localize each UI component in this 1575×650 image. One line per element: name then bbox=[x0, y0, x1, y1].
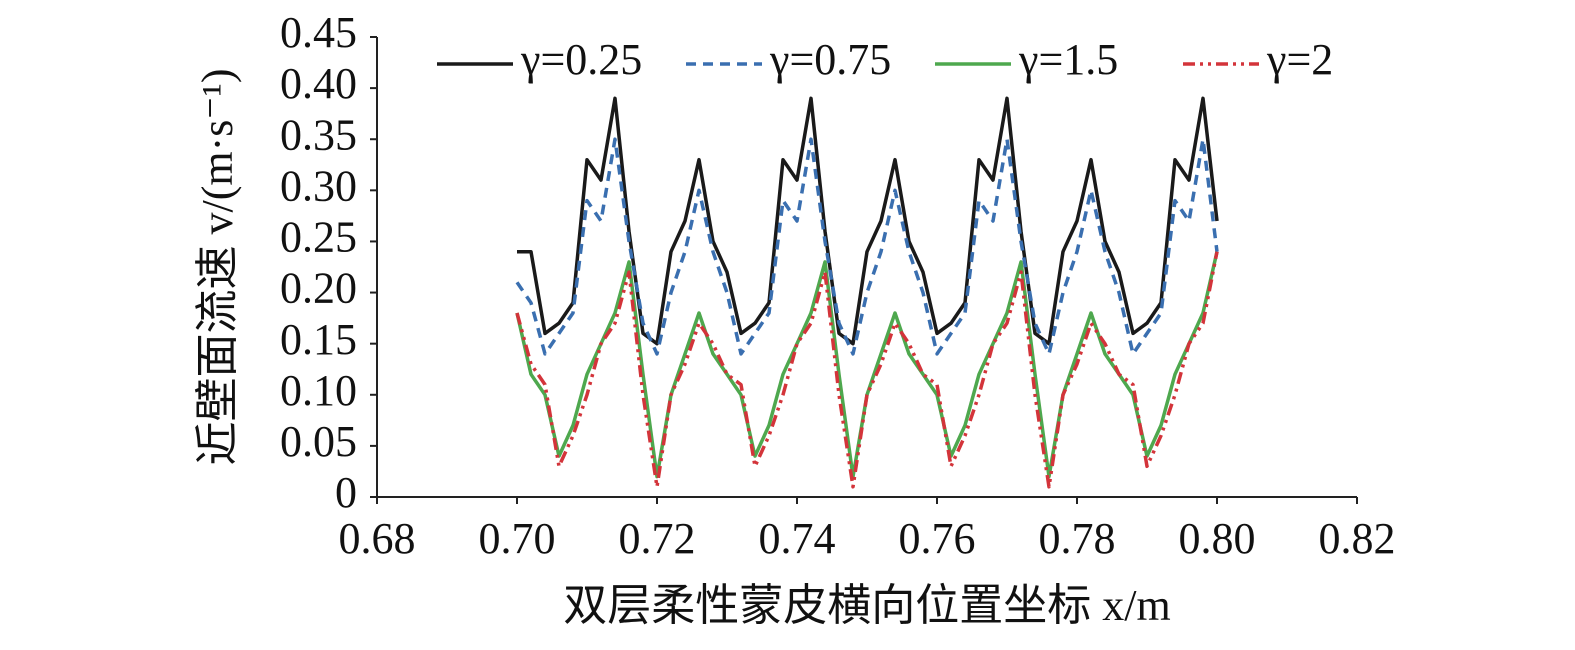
series-line bbox=[515, 251, 1219, 489]
legend-label: γ=0.75 bbox=[769, 35, 891, 84]
y-axis-label: 近壁面流速 v/(m·s⁻¹) bbox=[193, 69, 242, 466]
y-tick-label: 0.10 bbox=[280, 366, 357, 415]
x-axis-label: 双层柔性蒙皮横向位置坐标 x/m bbox=[563, 581, 1170, 630]
legend-label: γ=1.5 bbox=[1018, 35, 1118, 84]
y-tick-label: 0.05 bbox=[280, 417, 357, 466]
x-tick-label: 0.82 bbox=[1319, 514, 1396, 563]
legend-label: γ=2 bbox=[1266, 35, 1333, 84]
x-tick-label: 0.78 bbox=[1039, 514, 1116, 563]
y-tick-label: 0.35 bbox=[280, 110, 357, 159]
y-tick-label: 0.25 bbox=[280, 213, 357, 262]
legend-label: γ=0.25 bbox=[520, 35, 642, 84]
x-tick-label: 0.72 bbox=[619, 514, 696, 563]
y-tick-label: 0.20 bbox=[280, 264, 357, 313]
x-tick-label: 0.74 bbox=[759, 514, 836, 563]
y-tick-label: 0.45 bbox=[280, 8, 357, 57]
x-tick-label: 0.80 bbox=[1179, 514, 1256, 563]
y-tick-label: 0.30 bbox=[280, 161, 357, 210]
y-tick-label: 0.15 bbox=[280, 315, 357, 364]
series-line bbox=[517, 96, 1219, 346]
x-tick-label: 0.70 bbox=[479, 514, 556, 563]
series-line bbox=[515, 137, 1219, 356]
series-line bbox=[515, 251, 1219, 479]
y-tick-label: 0 bbox=[335, 468, 357, 517]
x-tick-label: 0.68 bbox=[339, 514, 416, 563]
x-tick-label: 0.76 bbox=[899, 514, 976, 563]
y-tick-label: 0.40 bbox=[280, 59, 357, 108]
